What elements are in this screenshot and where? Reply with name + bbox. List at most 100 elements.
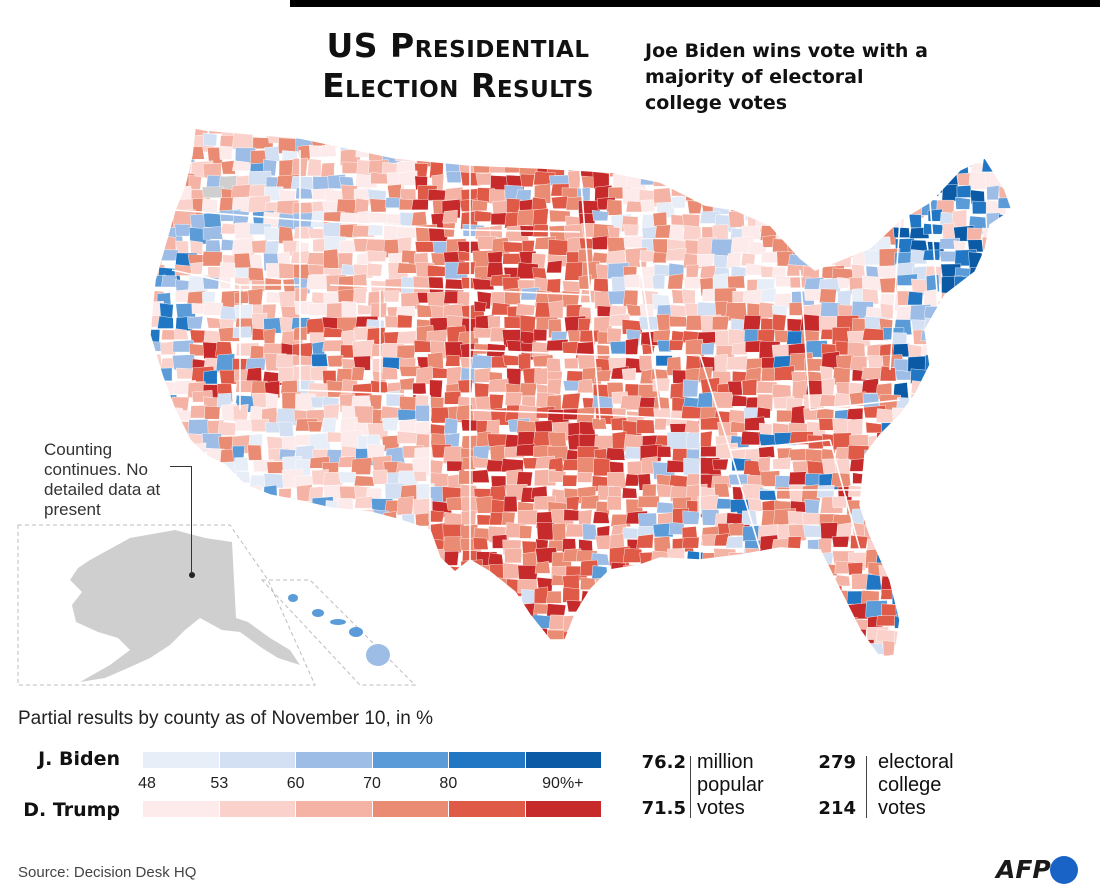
- county: [187, 146, 205, 160]
- county-results-map: [17, 127, 1013, 686]
- county: [190, 261, 204, 275]
- biden-electoral-votes: 279: [818, 752, 856, 773]
- county: [923, 306, 944, 320]
- county: [412, 624, 430, 642]
- county: [699, 128, 721, 131]
- county: [369, 394, 383, 410]
- county: [862, 288, 879, 305]
- county: [969, 617, 992, 630]
- county: [385, 574, 405, 591]
- county: [217, 421, 237, 436]
- county: [986, 404, 1009, 421]
- county: [622, 487, 638, 499]
- county: [845, 224, 866, 243]
- county: [502, 241, 525, 253]
- county: [471, 199, 488, 211]
- county: [293, 226, 311, 239]
- county: [967, 603, 983, 620]
- county: [157, 157, 172, 171]
- note-leader-h: [170, 466, 192, 467]
- county: [791, 552, 810, 565]
- county: [637, 639, 660, 652]
- county: [627, 613, 641, 628]
- scale-tick-label: 48: [138, 775, 156, 792]
- county: [971, 628, 995, 641]
- county: [791, 128, 807, 132]
- county: [972, 495, 995, 514]
- county: [713, 533, 729, 547]
- county: [714, 176, 737, 191]
- county: [760, 602, 775, 615]
- county: [489, 224, 503, 239]
- county: [251, 239, 268, 254]
- county: [563, 357, 579, 369]
- us-outline: [149, 127, 1013, 659]
- county: [516, 419, 537, 434]
- county: [819, 199, 837, 214]
- county: [893, 535, 915, 551]
- county: [150, 418, 162, 436]
- county: [880, 525, 905, 543]
- county: [548, 639, 564, 656]
- county: [787, 524, 809, 541]
- county: [892, 510, 914, 525]
- county: [626, 160, 642, 174]
- county: [456, 630, 472, 646]
- county: [370, 574, 392, 593]
- county: [967, 329, 986, 347]
- county: [516, 303, 536, 316]
- county: [582, 523, 598, 540]
- county: [920, 344, 942, 356]
- county: [265, 291, 280, 304]
- county: [821, 128, 844, 134]
- county: [745, 146, 767, 163]
- state-boundary: [799, 269, 811, 411]
- county: [924, 163, 949, 178]
- county: [924, 449, 941, 467]
- county: [698, 612, 719, 626]
- county: [307, 421, 323, 432]
- county: [743, 134, 762, 148]
- trump-scale-step: [525, 801, 601, 817]
- county: [697, 641, 721, 656]
- county: [699, 173, 722, 187]
- county: [371, 469, 388, 485]
- county: [351, 614, 376, 626]
- county: [950, 552, 970, 571]
- county: [1001, 483, 1012, 502]
- county: [550, 149, 568, 168]
- county: [666, 128, 691, 137]
- county: [926, 509, 942, 523]
- county: [875, 432, 895, 446]
- county: [203, 639, 227, 655]
- trump-scale-step: [143, 801, 220, 817]
- county: [548, 614, 565, 630]
- county: [683, 176, 702, 189]
- county: [561, 392, 581, 409]
- county: [606, 327, 622, 343]
- county: [937, 355, 960, 372]
- county: [415, 512, 431, 527]
- state-boundary: [639, 259, 661, 411]
- county: [954, 625, 979, 637]
- county: [533, 586, 549, 604]
- county: [983, 395, 1002, 409]
- county: [621, 601, 640, 615]
- county: [867, 128, 885, 136]
- county: [150, 397, 162, 409]
- county: [982, 417, 1003, 437]
- county: [807, 616, 826, 631]
- county: [637, 495, 660, 508]
- county: [893, 434, 910, 453]
- county: [983, 563, 1005, 580]
- county: [606, 599, 629, 611]
- county: [683, 276, 702, 289]
- county: [876, 484, 899, 501]
- county: [790, 159, 807, 176]
- county: [941, 329, 963, 348]
- county: [247, 500, 264, 519]
- county: [580, 602, 596, 620]
- scale-tick-label: 70: [363, 775, 381, 792]
- county: [953, 445, 975, 463]
- county: [590, 629, 607, 644]
